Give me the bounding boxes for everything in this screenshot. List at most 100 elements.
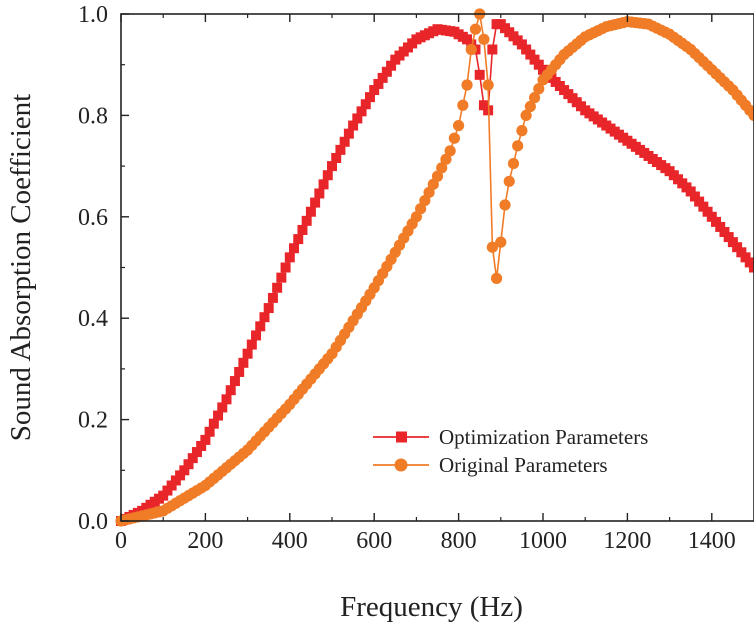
data-point-circle [486,241,498,253]
data-point-square [711,216,722,227]
data-point-circle [465,43,477,56]
x-tick-label: 1000 [519,528,567,554]
data-point-square [386,60,397,71]
data-point-square [715,221,726,232]
legend: Optimization Parameters Original Paramete… [373,425,648,477]
data-point-square [364,92,375,103]
data-point-square [533,59,544,70]
data-point-square [251,330,262,341]
data-point-square [352,113,363,124]
data-point-circle [482,79,494,91]
data-point-circle [748,109,754,121]
data-point-square [310,197,321,208]
data-point-circle [516,125,528,137]
data-point-square [305,206,316,217]
data-point-square [259,312,270,323]
data-point-square [166,480,177,491]
x-tick-label: 600 [356,528,392,554]
data-point-square [175,470,186,481]
data-point-square [723,232,734,243]
x-tick-label: 1200 [603,528,651,554]
x-tick-label: 0 [115,528,127,554]
data-point-square [221,394,232,405]
data-point-square [487,44,498,55]
data-point-circle [444,145,456,157]
data-point-square [200,434,211,445]
data-point-square [170,475,181,486]
data-point-square [698,201,709,212]
data-point-square [744,257,754,268]
data-point-square [339,136,350,147]
series-1 [116,19,754,526]
legend-label: Optimization Parameters [439,425,648,449]
data-point-circle [507,157,520,170]
x-axis-title: Frequency (Hz) [340,591,523,623]
data-point-square [689,191,700,202]
data-point-square [238,357,249,368]
data-point-square [284,252,295,263]
data-point-square [272,282,283,293]
data-point-square [280,262,291,273]
data-point-square [732,242,743,253]
data-point-square [213,410,224,421]
data-point-square [314,188,325,199]
data-point-square [740,252,751,263]
legend-marker-circle [394,458,408,472]
ticks-layer: 0 200 400 600 800 1000 1200 1400 0.0 0.2 0.4 0.6 0.8… [78,2,736,554]
data-point-circle [453,119,465,132]
data-point-square [158,490,169,501]
data-point-square [462,34,473,45]
data-point-circle [528,92,541,104]
data-point-square [246,339,257,350]
data-point-square [516,39,527,50]
y-tick-label: 1.0 [78,2,108,28]
data-point-square [706,211,717,222]
data-point-square [343,128,354,139]
data-point-square [322,170,333,181]
y-axis-title: Sound Absorption Coefficient [5,94,37,441]
data-point-circle [440,153,452,165]
data-point-square [348,120,359,131]
data-point-square [331,152,342,163]
data-point-square [229,376,240,387]
data-point-square [242,348,253,359]
series-2 [115,8,754,527]
y-tick-label: 0.6 [78,205,108,231]
data-point-square [356,106,367,117]
data-point-square [234,366,245,377]
plot-frame [120,13,754,522]
data-point-square [191,447,202,458]
data-point-square [360,99,371,110]
series-line [120,23,754,522]
data-point-square [183,459,194,470]
data-point-square [179,465,190,476]
data-point-circle [499,199,511,211]
legend-item-1: Optimization Parameters [373,425,648,449]
data-point-square [225,385,236,396]
data-point-circle [457,99,469,111]
data-point-square [335,144,346,155]
data-point-square [736,247,747,258]
data-point-square [263,303,274,314]
data-point-square [255,321,266,332]
series-line [120,13,754,522]
x-tick-label: 200 [187,528,223,554]
data-point-square [293,234,304,245]
axes-layer [120,13,754,522]
data-point-circle [490,272,503,284]
data-point-square [204,426,215,437]
y-tick-label: 0.4 [78,306,108,332]
data-point-square [276,272,287,283]
data-point-square [521,44,532,55]
data-point-square [719,227,730,238]
data-point-square [318,179,329,190]
data-point-circle [431,170,444,182]
data-point-square [327,161,337,172]
data-point-square [187,453,198,464]
data-point-circle [520,109,532,121]
data-point-square [289,243,300,254]
data-point-circle [436,162,448,174]
x-tick-label: 400 [272,528,308,554]
data-point-square [381,66,392,77]
